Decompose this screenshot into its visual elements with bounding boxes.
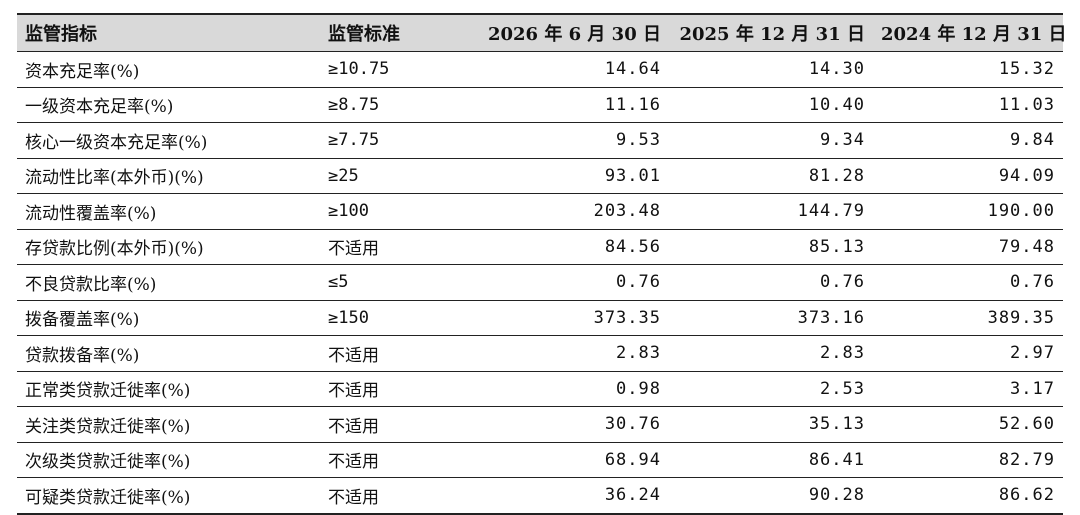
indicator-cell: 贷款拨备率(%) <box>17 335 320 372</box>
indicator-cell: 资本充足率(%) <box>17 51 320 88</box>
header-date-2026-06-30: 2026 年 6 月 30 日 <box>465 13 669 52</box>
regulatory-indicators-table-container: 监管指标 监管标准 2026 年 6 月 30 日 2025 年 12 月 31… <box>17 13 1067 515</box>
value-2025-12-31-cell: 2.83 <box>669 335 873 372</box>
value-2026-06-30-cell: 203.48 <box>465 193 669 230</box>
value-2026-06-30-cell: 68.94 <box>465 442 669 478</box>
value-2025-12-31-cell: 81.28 <box>669 158 873 194</box>
indicator-cell: 次级类贷款迁徙率(%) <box>17 442 320 478</box>
value-2024-12-31-cell: 11.03 <box>873 87 1063 123</box>
standard-cell: 不适用 <box>320 477 465 515</box>
indicator-cell: 流动性比率(本外币)(%) <box>17 158 320 194</box>
standard-cell: 不适用 <box>320 442 465 478</box>
table-header: 监管指标 监管标准 2026 年 6 月 30 日 2025 年 12 月 31… <box>17 13 1067 52</box>
value-2024-12-31-cell: 94.09 <box>873 158 1063 194</box>
regulatory-indicators-table: 监管指标 监管标准 2026 年 6 月 30 日 2025 年 12 月 31… <box>17 13 1067 515</box>
value-2024-12-31-cell: 190.00 <box>873 193 1063 230</box>
table-row: 可疑类贷款迁徙率(%) 不适用 36.24 90.28 86.62 <box>17 477 1063 515</box>
value-2026-06-30-cell: 36.24 <box>465 477 669 515</box>
table-row: 存贷款比例(本外币)(%) 不适用 84.56 85.13 79.48 <box>17 229 1063 265</box>
value-2026-06-30-cell: 30.76 <box>465 406 669 443</box>
table-body: 资本充足率(%) ≥10.75 14.64 14.30 15.32 一级资本充足率(%) ≥… <box>17 51 1063 515</box>
value-2026-06-30-cell: 93.01 <box>465 158 669 194</box>
table-row: 核心一级资本充足率(%) ≥7.75 9.53 9.34 9.84 <box>17 122 1063 159</box>
indicator-cell: 存贷款比例(本外币)(%) <box>17 229 320 265</box>
value-2024-12-31-cell: 86.62 <box>873 477 1063 515</box>
table-row: 资本充足率(%) ≥10.75 14.64 14.30 15.32 <box>17 51 1063 88</box>
value-2024-12-31-cell: 3.17 <box>873 371 1063 407</box>
header-date-2025-12-31: 2025 年 12 月 31 日 <box>669 13 873 52</box>
standard-cell: ≤5 <box>320 264 465 301</box>
indicator-cell: 拨备覆盖率(%) <box>17 300 320 336</box>
indicator-cell: 一级资本充足率(%) <box>17 87 320 123</box>
table-row: 流动性比率(本外币)(%) ≥25 93.01 81.28 94.09 <box>17 158 1063 194</box>
standard-cell: ≥7.75 <box>320 122 465 159</box>
value-2025-12-31-cell: 35.13 <box>669 406 873 443</box>
table-row: 不良贷款比率(%) ≤5 0.76 0.76 0.76 <box>17 264 1063 301</box>
value-2026-06-30-cell: 14.64 <box>465 51 669 88</box>
table-row: 流动性覆盖率(%) ≥100 203.48 144.79 190.00 <box>17 193 1063 230</box>
value-2026-06-30-cell: 2.83 <box>465 335 669 372</box>
indicator-cell: 可疑类贷款迁徙率(%) <box>17 477 320 515</box>
value-2024-12-31-cell: 82.79 <box>873 442 1063 478</box>
standard-cell: 不适用 <box>320 335 465 372</box>
table-row: 拨备覆盖率(%) ≥150 373.35 373.16 389.35 <box>17 300 1063 336</box>
value-2024-12-31-cell: 15.32 <box>873 51 1063 88</box>
standard-cell: ≥10.75 <box>320 51 465 88</box>
standard-cell: 不适用 <box>320 371 465 407</box>
indicator-cell: 核心一级资本充足率(%) <box>17 122 320 159</box>
indicator-cell: 流动性覆盖率(%) <box>17 193 320 230</box>
value-2026-06-30-cell: 373.35 <box>465 300 669 336</box>
value-2025-12-31-cell: 10.40 <box>669 87 873 123</box>
table-row: 关注类贷款迁徙率(%) 不适用 30.76 35.13 52.60 <box>17 406 1063 443</box>
header-indicator: 监管指标 <box>17 13 320 52</box>
value-2025-12-31-cell: 86.41 <box>669 442 873 478</box>
value-2025-12-31-cell: 373.16 <box>669 300 873 336</box>
header-date-2024-12-31: 2024 年 12 月 31 日 <box>873 13 1067 52</box>
indicator-cell: 不良贷款比率(%) <box>17 264 320 301</box>
indicator-cell: 关注类贷款迁徙率(%) <box>17 406 320 443</box>
value-2025-12-31-cell: 0.76 <box>669 264 873 301</box>
standard-cell: ≥25 <box>320 158 465 194</box>
value-2025-12-31-cell: 14.30 <box>669 51 873 88</box>
value-2024-12-31-cell: 79.48 <box>873 229 1063 265</box>
value-2026-06-30-cell: 0.76 <box>465 264 669 301</box>
value-2024-12-31-cell: 2.97 <box>873 335 1063 372</box>
value-2024-12-31-cell: 389.35 <box>873 300 1063 336</box>
value-2026-06-30-cell: 84.56 <box>465 229 669 265</box>
value-2025-12-31-cell: 85.13 <box>669 229 873 265</box>
indicator-cell: 正常类贷款迁徙率(%) <box>17 371 320 407</box>
value-2025-12-31-cell: 9.34 <box>669 122 873 159</box>
table-row: 贷款拨备率(%) 不适用 2.83 2.83 2.97 <box>17 335 1063 372</box>
standard-cell: 不适用 <box>320 406 465 443</box>
value-2025-12-31-cell: 2.53 <box>669 371 873 407</box>
standard-cell: ≥100 <box>320 193 465 230</box>
standard-cell: ≥8.75 <box>320 87 465 123</box>
header-row: 监管指标 监管标准 2026 年 6 月 30 日 2025 年 12 月 31… <box>17 13 1067 52</box>
value-2025-12-31-cell: 144.79 <box>669 193 873 230</box>
value-2024-12-31-cell: 9.84 <box>873 122 1063 159</box>
value-2026-06-30-cell: 11.16 <box>465 87 669 123</box>
value-2026-06-30-cell: 0.98 <box>465 371 669 407</box>
value-2026-06-30-cell: 9.53 <box>465 122 669 159</box>
standard-cell: 不适用 <box>320 229 465 265</box>
value-2024-12-31-cell: 52.60 <box>873 406 1063 443</box>
table-row: 一级资本充足率(%) ≥8.75 11.16 10.40 11.03 <box>17 87 1063 123</box>
header-standard: 监管标准 <box>320 13 465 52</box>
table-row: 正常类贷款迁徙率(%) 不适用 0.98 2.53 3.17 <box>17 371 1063 407</box>
standard-cell: ≥150 <box>320 300 465 336</box>
table-row: 次级类贷款迁徙率(%) 不适用 68.94 86.41 82.79 <box>17 442 1063 478</box>
value-2025-12-31-cell: 90.28 <box>669 477 873 515</box>
value-2024-12-31-cell: 0.76 <box>873 264 1063 301</box>
